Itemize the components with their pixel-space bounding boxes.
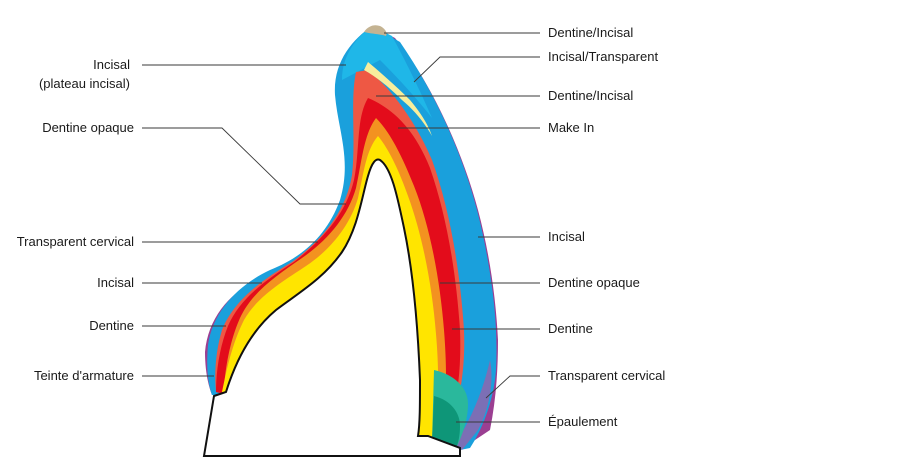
label-transparent-cervical-left: Transparent cervical: [17, 234, 134, 249]
label-incisal-right: Incisal: [548, 229, 585, 244]
label-dentine-opaque-right: Dentine opaque: [548, 275, 640, 290]
label-incisal-transparent: Incisal/Transparent: [548, 49, 658, 64]
label-dentine-right: Dentine: [548, 321, 593, 336]
label-dentine-opaque-left: Dentine opaque: [42, 120, 134, 135]
label-dentine-left: Dentine: [89, 318, 134, 333]
label-transparent-cervical-right: Transparent cervical: [548, 368, 665, 383]
layer-make-in: [364, 62, 432, 136]
label-incisal-left: Incisal: [97, 275, 134, 290]
label-dentine-incisal: Dentine/Incisal: [548, 88, 633, 103]
layer-dentine-incisal-tip: [364, 25, 387, 36]
leader-dentine-opaque-left: [142, 127, 346, 205]
leader-transparent-cervical-right: [485, 375, 540, 399]
left-labels: Incisal (plateau incisal) Dentine opaque…: [17, 57, 134, 383]
label-dentine-incisal-top: Dentine/Incisal: [548, 25, 633, 40]
label-epaulement: Épaulement: [548, 414, 618, 429]
layer-incisal-transparent: [342, 26, 432, 118]
label-incisal-plateau-sub: (plateau incisal): [39, 76, 130, 91]
abutment-die: [202, 158, 461, 457]
tooth-cross-section: [202, 25, 498, 457]
label-teinte-armature: Teinte d'armature: [34, 368, 134, 383]
label-incisal-plateau: Incisal: [93, 57, 130, 72]
right-leader-lines: [376, 32, 540, 423]
layer-epaulement-deep: [432, 396, 460, 448]
label-make-in: Make In: [548, 120, 594, 135]
right-labels: Dentine/Incisal Incisal/Transparent Dent…: [548, 25, 665, 429]
leader-incisal-transparent: [413, 56, 540, 83]
left-leader-lines: [142, 64, 346, 377]
